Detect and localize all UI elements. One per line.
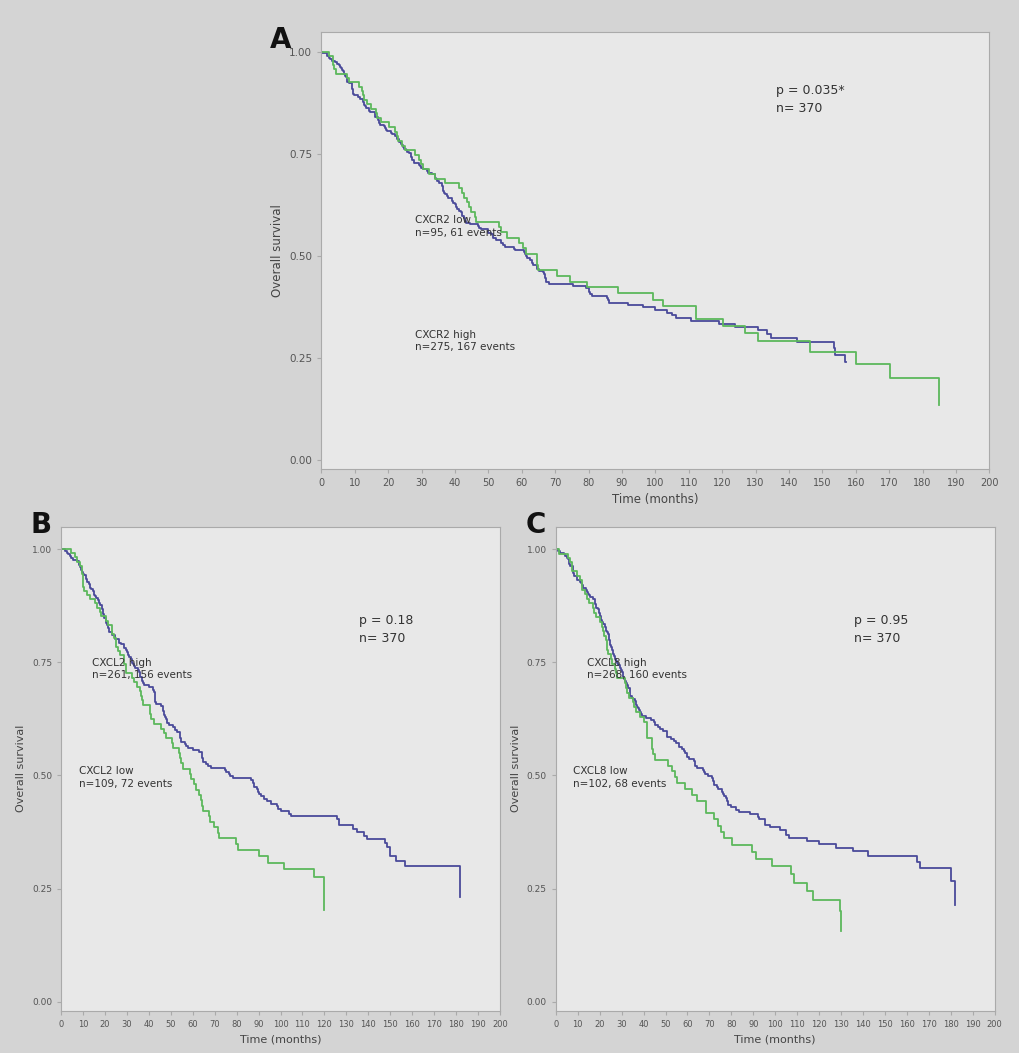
Text: CXCL2 high
n=261, 156 events: CXCL2 high n=261, 156 events: [92, 658, 192, 680]
Text: p = 0.035*
n= 370: p = 0.035* n= 370: [774, 84, 844, 115]
Y-axis label: Overall survival: Overall survival: [511, 726, 521, 812]
X-axis label: Time (months): Time (months): [239, 1034, 321, 1045]
Y-axis label: Overall survival: Overall survival: [16, 726, 26, 812]
Text: CXCR2 low
n=95, 61 events: CXCR2 low n=95, 61 events: [415, 216, 501, 238]
X-axis label: Time (months): Time (months): [734, 1034, 815, 1045]
X-axis label: Time (months): Time (months): [611, 493, 698, 506]
Text: CXCR2 high
n=275, 167 events: CXCR2 high n=275, 167 events: [415, 330, 515, 352]
Y-axis label: Overall survival: Overall survival: [270, 203, 283, 297]
Text: CXCL8 low
n=102, 68 events: CXCL8 low n=102, 68 events: [573, 767, 666, 789]
Text: A: A: [270, 26, 291, 55]
Text: CXCL2 low
n=109, 72 events: CXCL2 low n=109, 72 events: [78, 767, 172, 789]
Text: p = 0.18
n= 370: p = 0.18 n= 370: [359, 614, 414, 644]
Text: B: B: [31, 511, 52, 539]
Text: CXCL8 high
n=268, 160 events: CXCL8 high n=268, 160 events: [586, 658, 686, 680]
Text: p = 0.95
n= 370: p = 0.95 n= 370: [853, 614, 908, 644]
Text: C: C: [525, 511, 545, 539]
